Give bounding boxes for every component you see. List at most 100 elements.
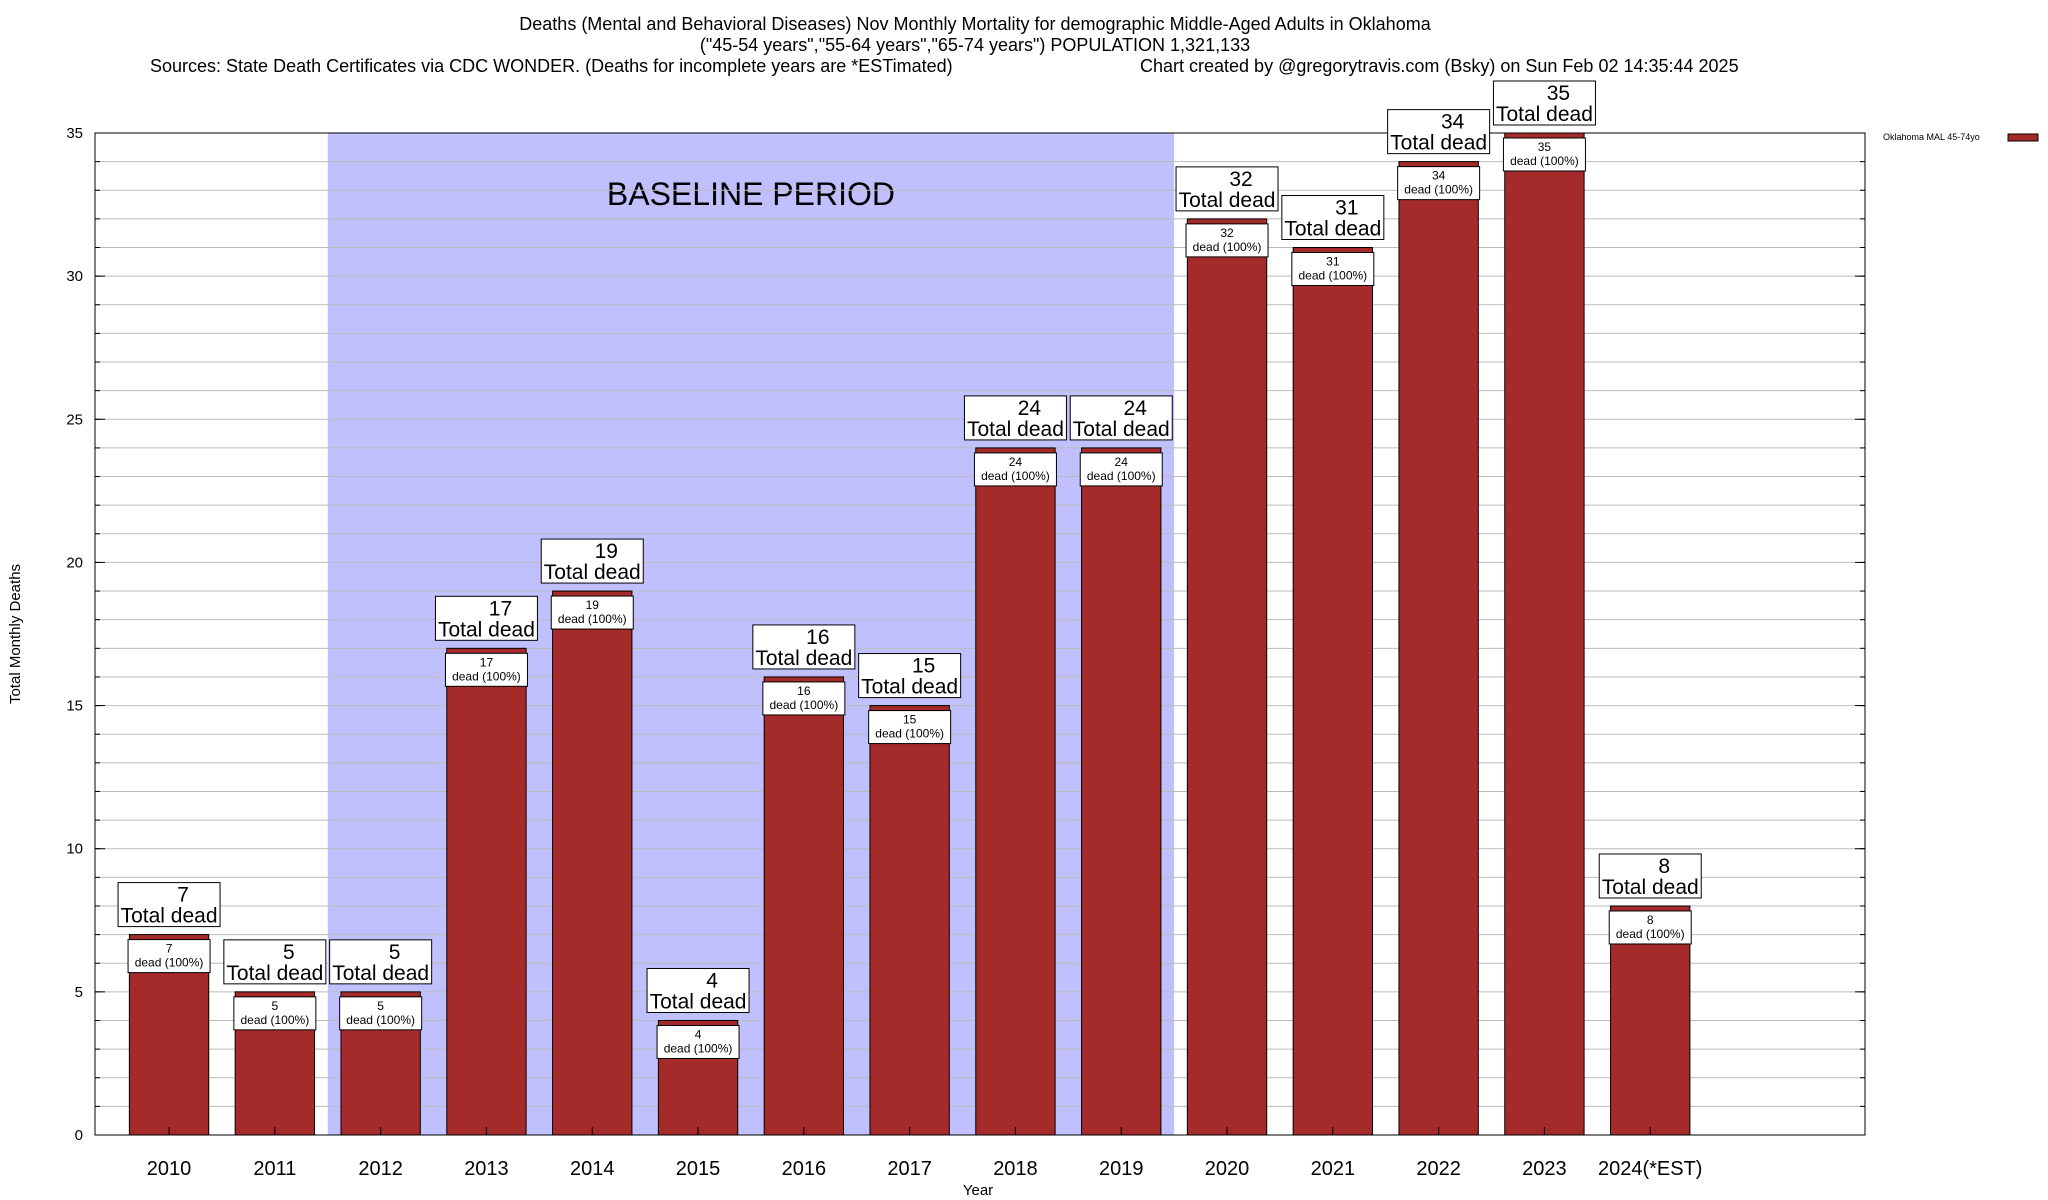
bar-top-total-label: Total dead [861, 676, 958, 699]
bar-inner-label-box [444, 652, 528, 687]
bar-inner-value-label: 8 [1647, 913, 1654, 927]
bar [1186, 218, 1268, 1136]
x-tick-label: 2013 [464, 1158, 509, 1180]
bar [552, 590, 633, 1136]
x-tick-label: 2017 [887, 1158, 932, 1180]
x-tick-label: 2016 [782, 1158, 827, 1180]
bar-inner-percent-label: dead (100%) [558, 612, 627, 626]
bar-inner-label-box [973, 452, 1057, 487]
y-tick-label: 20 [66, 554, 83, 571]
bar-inner-value-label: 24 [1009, 455, 1023, 469]
baseline-band-label: BASELINE PERIOD [607, 176, 895, 212]
bar-inner-label-box [1502, 137, 1586, 172]
bar-top-total-label: Total dead [544, 561, 641, 584]
bar-inner-value-label: 4 [695, 1027, 702, 1041]
bar-inner-label-box [762, 681, 846, 716]
bar-top-label-box [434, 595, 538, 641]
bar-top-value-label: 32 [1229, 168, 1252, 191]
bar [869, 705, 950, 1136]
bar-top-value-label: 15 [912, 655, 935, 678]
bar-top-value-label: 5 [389, 941, 401, 964]
bar-inner-value-label: 15 [903, 713, 917, 727]
bar-inner-value-label: 5 [272, 999, 279, 1013]
bar [1504, 132, 1585, 1136]
bar [1081, 447, 1162, 1136]
bar-top-total-label: Total dead [332, 962, 429, 985]
x-tick-label: 2011 [253, 1158, 296, 1180]
bar-inner-label-box [127, 939, 211, 974]
bar-inner-label-box [1291, 252, 1375, 287]
legend-swatch [2007, 133, 2039, 142]
bar-inner-percent-label: dead (100%) [981, 469, 1050, 483]
x-tick-label: 2021 [1311, 1158, 1356, 1180]
bar-top-value-label: 34 [1441, 111, 1465, 134]
bar-inner-percent-label: dead (100%) [769, 698, 838, 712]
bar-top-label-box [646, 967, 750, 1013]
bar-top-total-label: Total dead [121, 905, 218, 928]
bar-inner-percent-label: dead (100%) [1087, 469, 1156, 483]
legend: Oklahoma MAL 45-74yo [1883, 132, 2039, 142]
bar-top-value-label: 7 [177, 884, 189, 907]
bar-top-total-label: Total dead [226, 962, 323, 985]
x-tick-label: 2023 [1522, 1158, 1567, 1180]
bar-top-label-box [858, 653, 962, 699]
bar-top-label-box [223, 939, 327, 985]
bar-top-total-label: Total dead [755, 647, 852, 670]
bar-top-total-label: Total dead [1284, 218, 1381, 241]
bar-inner-value-label: 16 [797, 684, 811, 698]
y-tick-label: 5 [75, 984, 83, 1001]
bar-top-label-box [963, 395, 1067, 441]
bar-top-label-box [117, 882, 221, 928]
bar-top-label-box [752, 624, 856, 670]
bar-top-value-label: 16 [806, 626, 829, 649]
bar-inner-label-box [233, 996, 317, 1031]
y-axis-label: Total Monthly Deaths [7, 564, 24, 704]
bar-inner-value-label: 5 [377, 999, 384, 1013]
bar-top-label-box [1281, 195, 1385, 241]
chart-subtitle: ("45-54 years","55-64 years","65-74 year… [700, 35, 1250, 55]
bar-inner-label-box [1185, 223, 1269, 258]
bar-top-total-label: Total dead [1602, 876, 1699, 899]
bar-inner-percent-label: dead (100%) [664, 1041, 733, 1055]
x-tick-label: 2019 [1099, 1158, 1144, 1180]
y-tick-label: 15 [66, 698, 83, 715]
bar-inner-percent-label: dead (100%) [452, 669, 521, 683]
bar-inner-percent-label: dead (100%) [240, 1013, 309, 1027]
bar-inner-value-label: 31 [1326, 255, 1340, 269]
bar-top-label-box [1175, 166, 1279, 212]
bars-layer [128, 132, 1691, 1136]
bar-top-total-label: Total dead [1390, 132, 1487, 155]
x-tick-label: 2020 [1205, 1158, 1250, 1180]
bar-top-label-box [1387, 109, 1491, 155]
bar-top-label-box [329, 939, 433, 985]
bar-inner-label-box [550, 595, 634, 630]
y-tick-label: 25 [66, 411, 83, 428]
bar-inner-value-label: 34 [1432, 169, 1446, 183]
bar-inner-value-label: 32 [1220, 226, 1234, 240]
bar-top-value-label: 17 [489, 597, 512, 620]
bar-top-value-label: 4 [706, 969, 718, 992]
x-tick-label: 2022 [1416, 1158, 1461, 1180]
x-tick-label: 2015 [676, 1158, 721, 1180]
bar [446, 647, 527, 1136]
bar-inner-value-label: 35 [1538, 140, 1552, 154]
bar-inner-value-label: 7 [166, 942, 173, 956]
x-tick-label: 2010 [147, 1158, 192, 1180]
bar-top-value-label: 24 [1124, 397, 1148, 420]
bar-inner-value-label: 24 [1115, 455, 1129, 469]
x-axis-label: Year [963, 1182, 993, 1199]
bar-top-value-label: 35 [1547, 82, 1570, 105]
bar-inner-percent-label: dead (100%) [875, 727, 944, 741]
bar-inner-label-box [1079, 452, 1163, 487]
bar-top-value-label: 5 [283, 941, 295, 964]
bar [1398, 161, 1479, 1136]
bar-inner-percent-label: dead (100%) [1510, 154, 1579, 168]
bar-top-label-box [1598, 853, 1702, 899]
bar [1292, 247, 1374, 1136]
bar-inner-value-label: 19 [586, 598, 600, 612]
bar-inner-percent-label: dead (100%) [1193, 240, 1262, 254]
bar-top-total-label: Total dead [967, 418, 1064, 441]
y-tick-label: 0 [75, 1127, 83, 1144]
bar-top-value-label: 24 [1018, 397, 1042, 420]
